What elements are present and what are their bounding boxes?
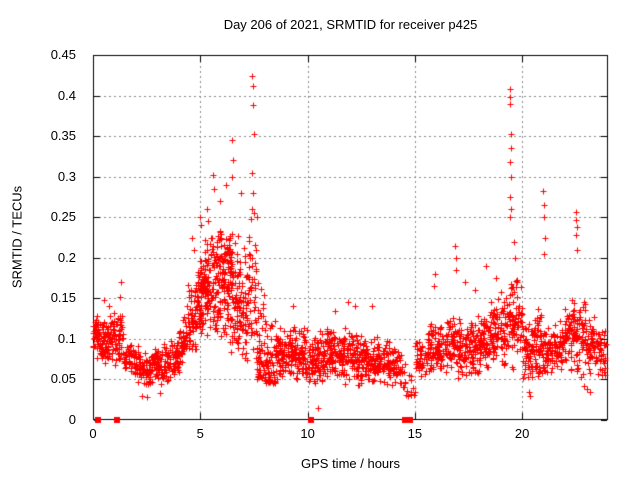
y-tick-label: 0 (68, 412, 76, 427)
x-tick-label: 0 (89, 426, 97, 441)
chart-title: Day 206 of 2021, SRMTID for receiver p42… (223, 17, 478, 32)
x-tick-label: 15 (407, 426, 423, 441)
y-tick-label: 0.15 (50, 290, 76, 306)
y-tick-label: 0.05 (50, 371, 76, 387)
y-tick-label: 0.2 (57, 249, 76, 265)
y-tick-label: 0.45 (50, 47, 76, 62)
y-tick-label: 0.4 (57, 87, 76, 103)
y-tick-label: 0.25 (50, 209, 76, 225)
y-tick-label: 0.1 (57, 330, 76, 346)
y-tick-label: 0.3 (57, 168, 76, 184)
x-tick-label: 10 (300, 426, 315, 441)
x-tick-label: 5 (196, 426, 204, 441)
x-axis-label: GPS time / hours (301, 456, 400, 471)
y-tick-label: 0.35 (50, 128, 76, 144)
y-axis-label-text: SRMTID / TECUs (9, 185, 25, 289)
x-tick-label: 20 (514, 426, 530, 441)
